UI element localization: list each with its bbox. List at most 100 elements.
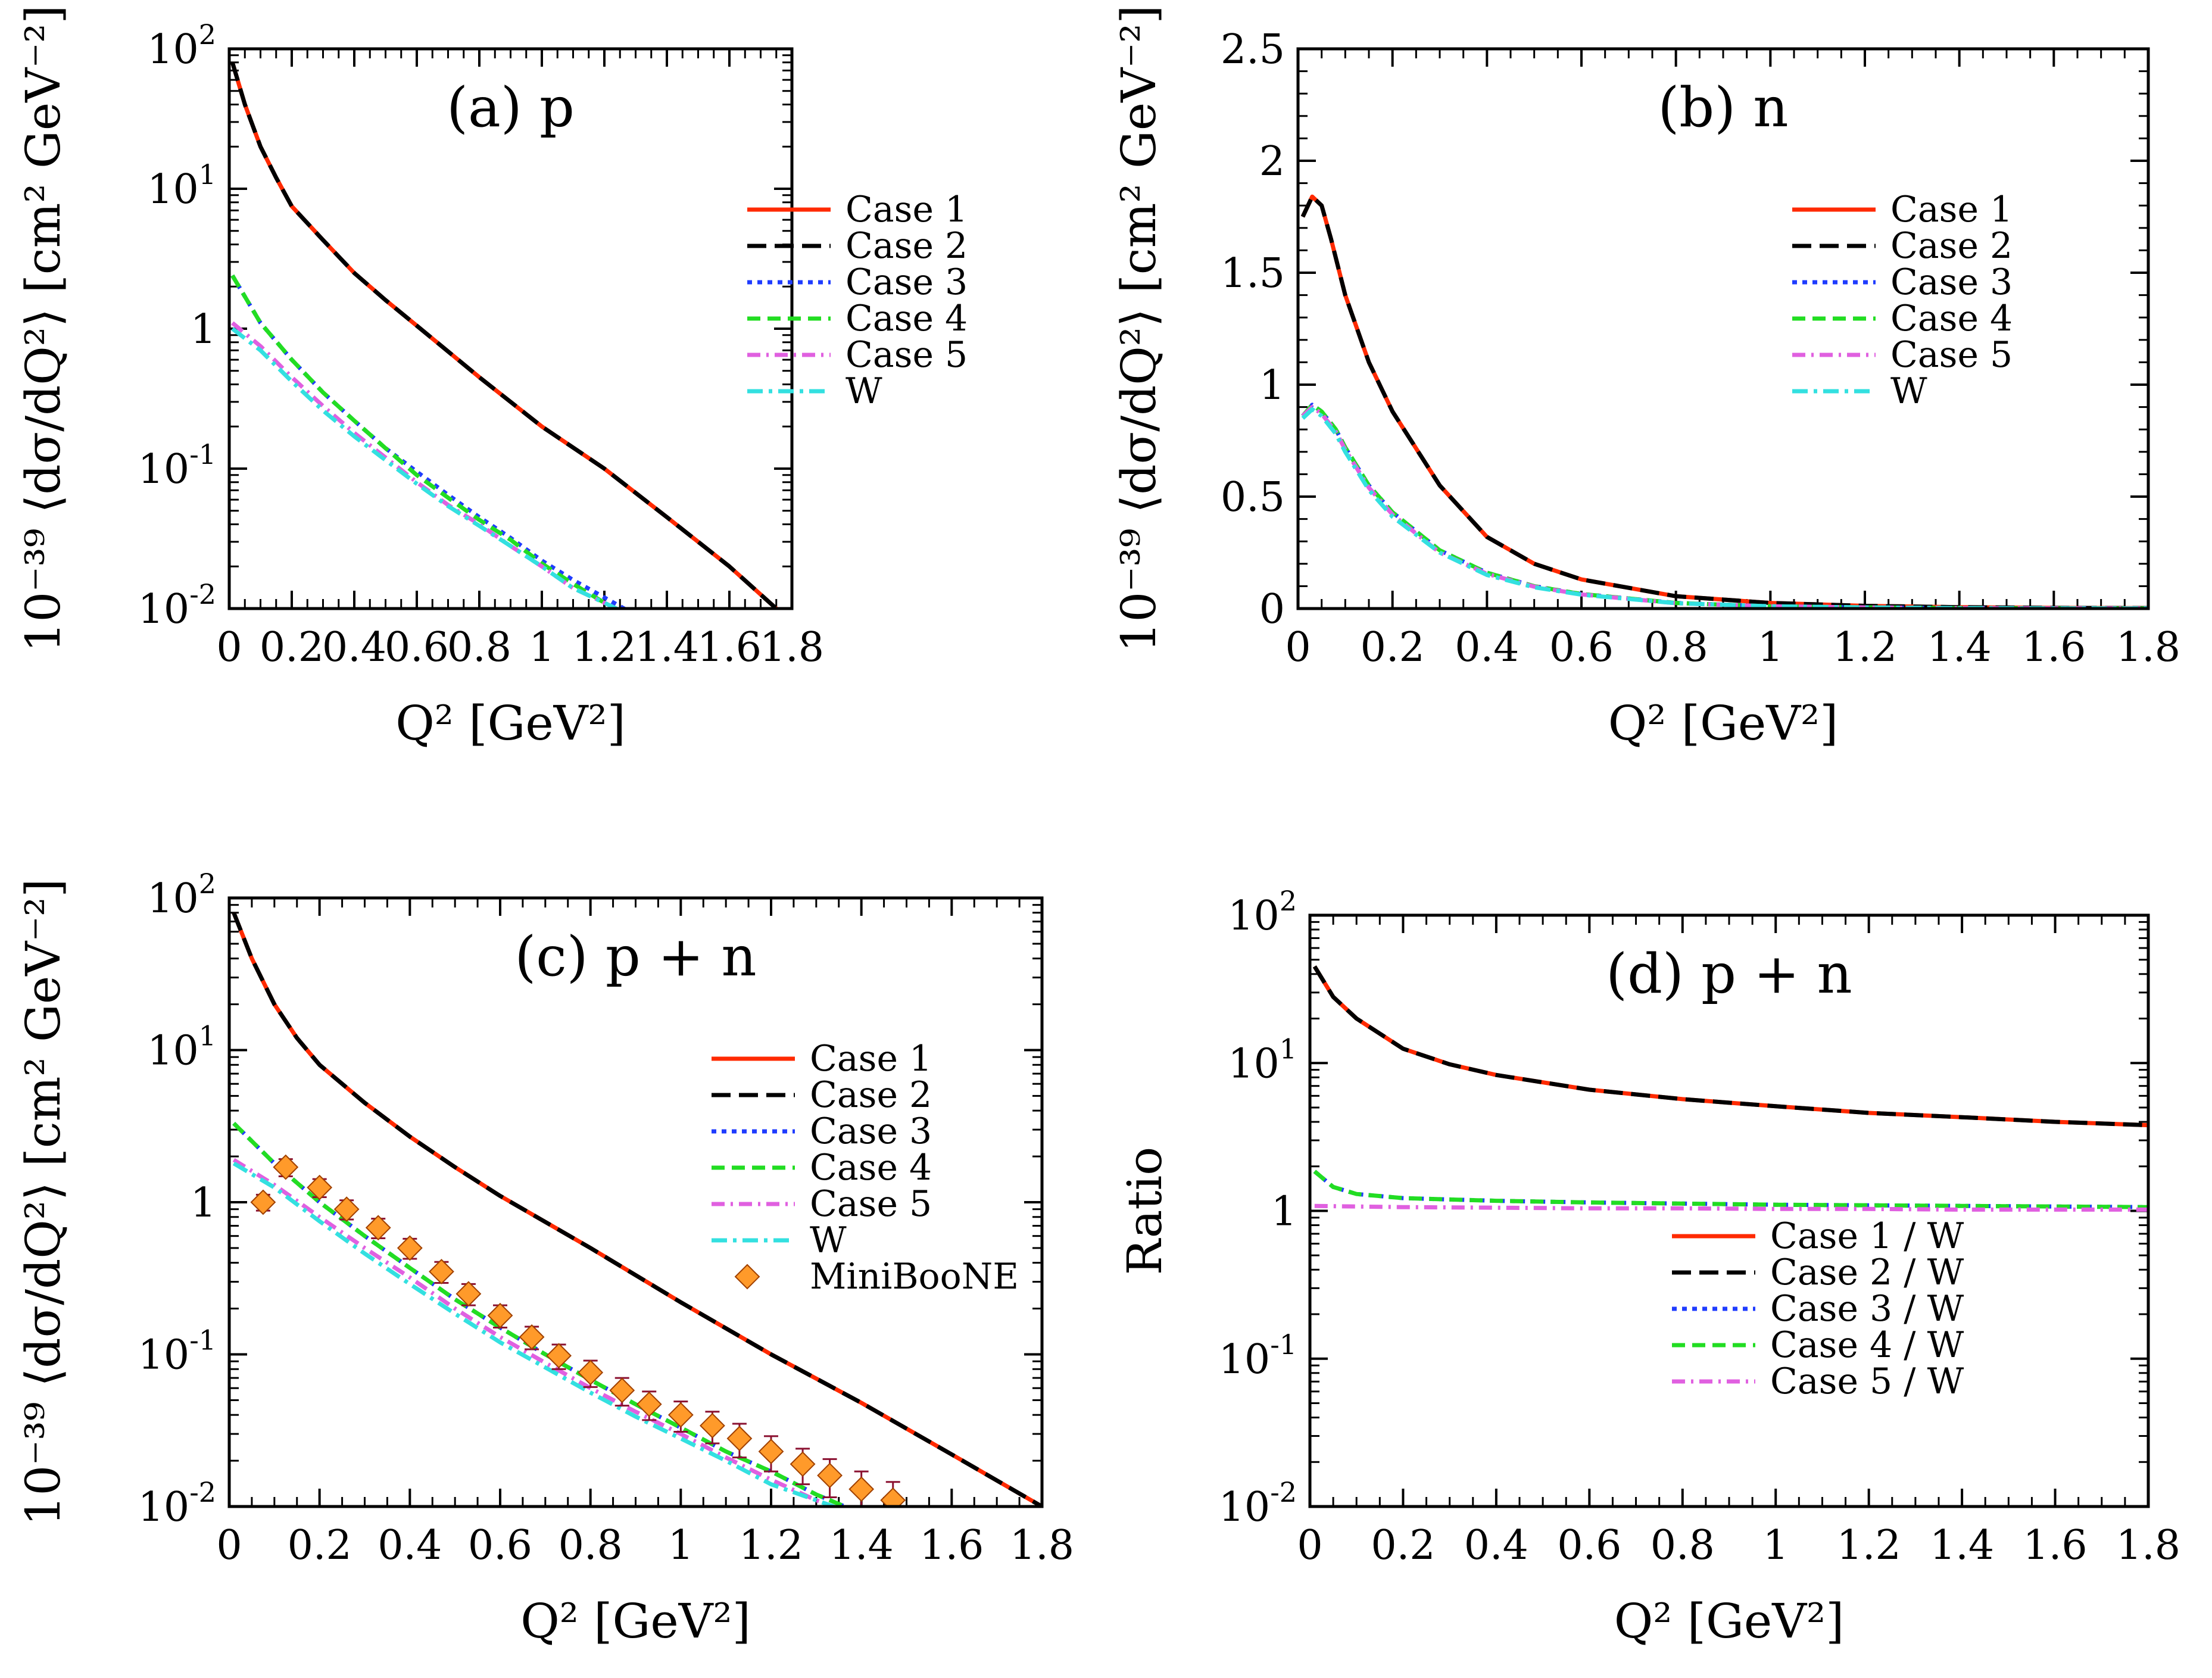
series-line-case-4	[232, 1122, 850, 1507]
x-tick-label: 1.4	[1930, 1522, 1994, 1569]
series-line-case-4	[230, 274, 621, 609]
x-tick-label: 1.8	[2116, 1522, 2180, 1569]
y-tick-label: 101	[1228, 1033, 1297, 1087]
y-tick-label: 1	[191, 1180, 216, 1227]
miniboone-point	[636, 1391, 662, 1417]
legend-label-case-1: Case 1	[1890, 189, 2013, 230]
x-tick-label: 0.6	[468, 1522, 532, 1569]
x-tick-label: 1.2	[1837, 1522, 1901, 1569]
legend-label-case-1: Case 1	[846, 189, 968, 230]
legend-swatch-miniboone	[734, 1264, 760, 1290]
y-tick-label: 1	[1271, 1189, 1297, 1236]
x-tick-label: 1	[1758, 624, 1783, 671]
x-tick-label: 1.4	[635, 624, 699, 671]
y-tick-label: 10-2	[138, 578, 216, 633]
y-axis-label: Ratio	[1117, 1147, 1172, 1275]
plot-frame	[1308, 913, 2150, 1508]
x-tick-label: 1	[1763, 1522, 1789, 1569]
x-tick-label: 0.8	[559, 1522, 623, 1569]
series-line-w	[1301, 407, 2148, 609]
legend-label-case-5-w: Case 5 / W	[1770, 1361, 1964, 1402]
y-tick-label: 10-1	[138, 1324, 216, 1379]
x-tick-label: 1.8	[1010, 1522, 1074, 1569]
x-tick-label: 0.4	[1455, 624, 1519, 671]
legend-label-case-3: Case 3	[1890, 261, 2013, 303]
miniboone-point	[726, 1426, 753, 1452]
legend-label-w: W	[810, 1219, 847, 1261]
legend-label-miniboone: MiniBooNE	[810, 1256, 1019, 1298]
legend-label-case-5: Case 5	[810, 1183, 932, 1225]
x-tick-label: 1.2	[739, 1522, 803, 1569]
miniboone-point	[546, 1343, 572, 1369]
x-tick-label: 0	[216, 624, 242, 671]
x-axis-label: Q² [GeV²]	[1608, 695, 1839, 751]
legend-label-w: W	[1890, 370, 1927, 412]
legend-label-case-1: Case 1	[810, 1038, 932, 1080]
y-tick-label: 2.5	[1221, 26, 1285, 73]
y-tick-label: 10-2	[138, 1476, 216, 1531]
x-tick-label: 1.6	[697, 624, 762, 671]
x-tick-label: 0.2	[260, 624, 324, 671]
miniboone-point	[273, 1154, 299, 1180]
series-line-case-5	[1301, 405, 2148, 609]
legend-label-case-4-w: Case 4 / W	[1770, 1324, 1964, 1366]
y-tick-label: 10-1	[1219, 1328, 1297, 1383]
x-tick-label: 0.6	[385, 624, 449, 671]
panel-title: (c) p + n	[514, 925, 756, 988]
series-group	[232, 912, 1042, 1507]
y-tick-label: 0	[1259, 586, 1285, 633]
x-axis-label: Q² [GeV²]	[1614, 1593, 1845, 1649]
miniboone-point	[700, 1412, 725, 1439]
x-tick-label: 0.8	[1651, 1522, 1715, 1569]
miniboone-point	[609, 1377, 635, 1403]
panel-title: (b) n	[1658, 76, 1788, 139]
legend-label-case-5: Case 5	[1890, 334, 2013, 376]
legend-label-case-3-w: Case 3 / W	[1770, 1288, 1964, 1330]
legend-label-case-3: Case 3	[810, 1111, 932, 1152]
y-axis-label: 10⁻³⁹ ⟨dσ/dQ²⟩ [cm² GeV⁻²]	[1111, 5, 1166, 653]
miniboone-point	[848, 1476, 875, 1502]
y-tick-label: 10-2	[1219, 1476, 1297, 1531]
plot-frame	[227, 896, 1044, 1508]
miniboone-point	[519, 1324, 545, 1350]
panel-title: (a) p	[447, 76, 575, 139]
plot-frame	[1296, 47, 2150, 610]
x-tick-label: 0.6	[1549, 624, 1614, 671]
miniboone-point	[578, 1359, 604, 1386]
y-tick-label: 1.5	[1221, 250, 1285, 297]
series-group	[1300, 194, 2148, 609]
series-line-w	[231, 327, 621, 609]
miniboone-point	[429, 1259, 454, 1284]
miniboone-point	[880, 1487, 906, 1507]
series-line-w	[232, 1161, 840, 1507]
panel-4: 0 0.2 0.4 0.6 0.8 1 1.2 1.4 1.6 1.8 10-2 10-1 1 101 10…	[1117, 885, 2180, 1649]
miniboone-point	[397, 1235, 423, 1261]
series-line-case-5	[232, 1158, 840, 1507]
series-group	[230, 61, 778, 609]
x-tick-label: 0.2	[288, 1522, 352, 1569]
x-tick-label: 1.4	[829, 1522, 894, 1569]
panel-3: 0 0.2 0.4 0.6 0.8 1 1.2 1.4 1.6 1.8 10-2 10-1 1 101 10…	[15, 868, 1074, 1649]
y-tick-label: 1	[1259, 362, 1285, 409]
miniboone-point	[307, 1174, 333, 1200]
x-tick-label: 0	[216, 1522, 242, 1569]
miniboone-point	[333, 1196, 360, 1222]
y-tick-label: 101	[147, 1020, 216, 1075]
x-tick-label: 0.4	[322, 624, 386, 671]
miniboone-point	[790, 1451, 816, 1477]
series-line-case-4	[1301, 403, 2148, 609]
panel-2: 0 0.2 0.4 0.6 0.8 1 1.2 1.4 1.6 1.8 0 0.5 1 1.5 2 2.5 (b…	[1111, 5, 2180, 751]
miniboone-point	[487, 1302, 513, 1328]
legend-label-case-2-w: Case 2 / W	[1770, 1252, 1964, 1293]
x-axis-label: Q² [GeV²]	[395, 695, 626, 751]
legend-label-case-5: Case 5	[846, 334, 968, 376]
y-tick-label: 0.5	[1221, 474, 1285, 521]
legend-label-case-3: Case 3	[846, 261, 968, 303]
x-tick-label: 0.2	[1361, 624, 1425, 671]
legend-label-case-4: Case 4	[1890, 298, 2013, 339]
